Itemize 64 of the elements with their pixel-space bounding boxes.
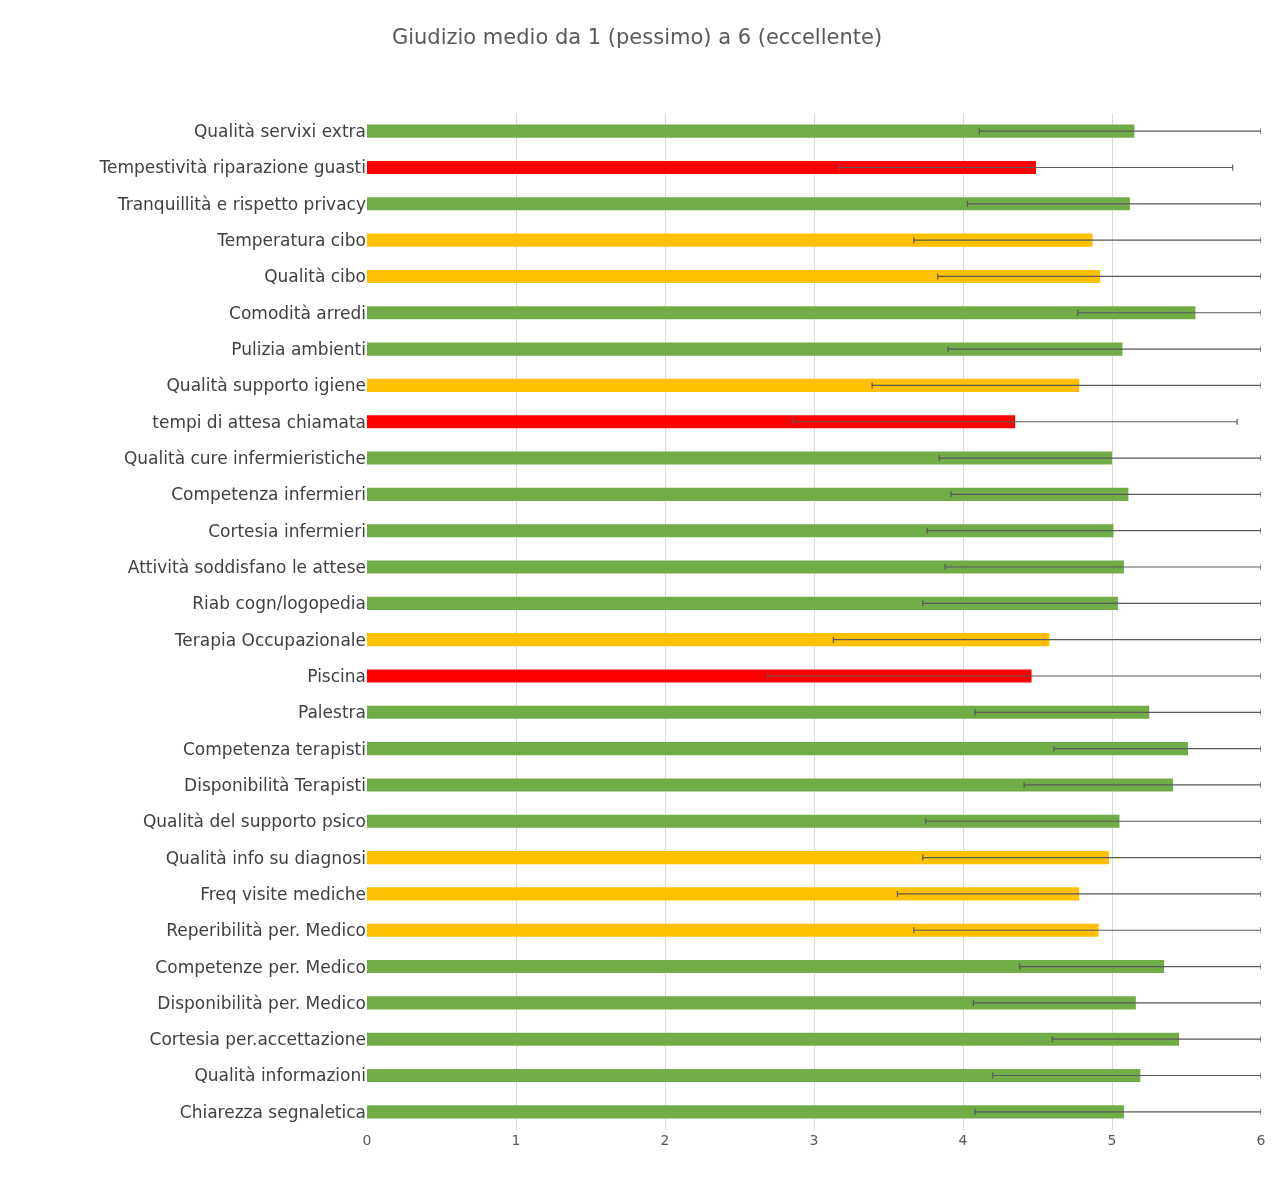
y-tick-label: Disponibilità Terapisti	[184, 774, 366, 795]
y-tick-label: Temperatura cibo	[216, 230, 366, 251]
y-tick-label: Qualità servixi extra	[193, 121, 366, 142]
y-tick-label: Competenze per. Medico	[155, 956, 366, 977]
x-tick-label: 2	[660, 1132, 670, 1148]
x-tick-label: 4	[958, 1132, 968, 1148]
bar	[367, 1105, 1124, 1119]
y-tick-label: Comodità arredi	[229, 302, 366, 323]
y-tick-label: Qualità cibo	[264, 266, 366, 287]
bar	[367, 524, 1114, 538]
y-tick-label: Qualità info su diagnosi	[165, 847, 366, 868]
y-tick-label: Attività soddisfano le attese	[127, 556, 366, 577]
bar	[367, 814, 1120, 828]
bar	[367, 596, 1118, 610]
y-tick-label: Tempestività riparazione guasti	[98, 157, 366, 178]
y-tick-label: Qualità del supporto psico	[142, 811, 366, 832]
y-tick-label: Competenza terapisti	[182, 738, 366, 759]
y-tick-label: Palestra	[297, 702, 366, 723]
y-tick-label: Qualità supporto igiene	[166, 375, 366, 396]
x-tick-label: 6	[1256, 1132, 1266, 1148]
y-tick-label: Reperibilità per. Medico	[166, 920, 366, 941]
bar	[367, 960, 1165, 974]
bar	[367, 887, 1080, 901]
bar	[367, 233, 1093, 247]
y-tick-label: Pulizia ambienti	[231, 339, 366, 360]
bar	[367, 633, 1050, 647]
bar	[367, 451, 1112, 465]
bar	[367, 560, 1124, 574]
y-tick-label: Cortesia infermieri	[208, 520, 366, 541]
y-tick-label: Piscina	[307, 665, 366, 686]
bar	[367, 996, 1136, 1010]
bar	[367, 160, 1037, 175]
bar	[367, 923, 1099, 937]
y-tick-label: Disponibilità per. Medico	[157, 992, 366, 1013]
x-tick-label: 5	[1107, 1132, 1117, 1148]
bar	[367, 851, 1110, 865]
y-tick-label: Terapia Occupazionale	[173, 629, 366, 650]
bar	[367, 1032, 1180, 1046]
y-tick-label: Freq visite mediche	[200, 883, 366, 904]
bar	[367, 342, 1123, 356]
y-tick-label: tempi di attesa chiamata	[152, 411, 366, 432]
bar	[367, 487, 1129, 501]
chart-title: Giudizio medio da 1 (pessimo) a 6 (eccellente)	[391, 25, 883, 50]
y-tick-label: Competenza infermieri	[171, 484, 366, 505]
bar	[367, 269, 1101, 283]
bar	[367, 1068, 1141, 1083]
y-tick-label: Qualità informazioni	[194, 1065, 366, 1086]
y-tick-label: Cortesia per.accettazione	[149, 1029, 366, 1050]
bar	[367, 669, 1032, 683]
y-tick-label: Qualità cure infermieristiche	[123, 448, 366, 468]
bar	[367, 778, 1174, 792]
bar	[367, 124, 1135, 138]
bar	[367, 306, 1196, 320]
y-tick-label: Riab cogn/logopedia	[192, 593, 366, 614]
y-tick-label: Chiarezza segnaletica	[179, 1101, 366, 1122]
bar	[367, 415, 1016, 429]
x-tick-label: 1	[511, 1132, 521, 1148]
bar	[367, 705, 1150, 719]
bar	[367, 742, 1188, 756]
bar	[367, 197, 1130, 211]
x-tick-label: 3	[809, 1132, 819, 1148]
x-tick-label: 0	[362, 1132, 372, 1148]
y-tick-label: Tranquillità e rispetto privacy	[116, 193, 366, 214]
bar	[367, 378, 1080, 392]
